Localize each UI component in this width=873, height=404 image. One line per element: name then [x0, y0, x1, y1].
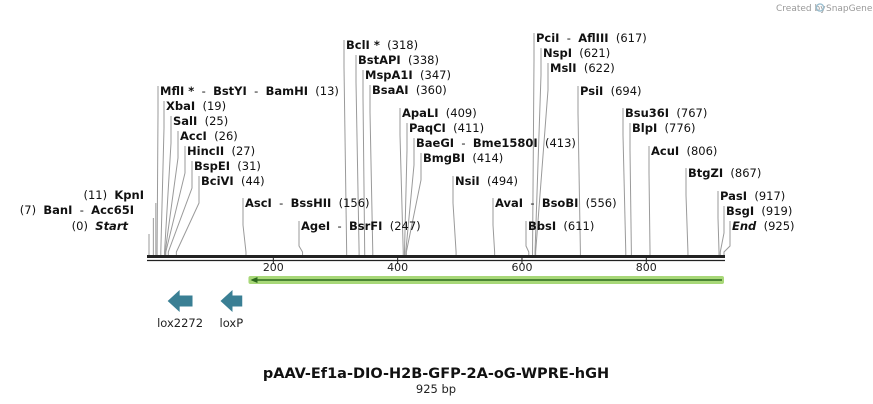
site-leader-baegi — [405, 138, 415, 255]
site-label-btgzi: BtgZI (867) — [688, 166, 761, 180]
site-leader-agei — [298, 221, 304, 255]
site-label-bcivi: BciVI (44) — [201, 174, 265, 188]
site-leader-pcii — [532, 33, 535, 255]
site-label-nsii: NsiI (494) — [455, 174, 518, 188]
site-leader-avai — [492, 198, 496, 255]
site-leader-sali — [164, 116, 172, 255]
site-label-bmgbi: BmgBI (414) — [423, 151, 503, 165]
site-label-avai: AvaI - BsoBI (556) — [495, 196, 617, 210]
site-leader-lines — [148, 33, 731, 255]
site-label-bsu36i: Bsu36I (767) — [625, 106, 707, 120]
site-leader-btgzi — [685, 168, 689, 255]
ruler-tick-label: 600 — [511, 261, 532, 274]
site-leader-bsaai — [369, 85, 374, 255]
site-leader-paqci — [403, 123, 408, 255]
site-label-psii: PsiI (694) — [580, 84, 642, 98]
site-label-bcli: BclI * (318) — [346, 38, 418, 52]
site-leader-bcivi — [175, 176, 200, 255]
site-label-agei: AgeI - BsrFI (247) — [301, 219, 421, 233]
site-leader-acci — [164, 131, 179, 255]
site-label-acui: AcuI (806) — [651, 144, 717, 158]
site-label-pcii: PciI - AflIII (617) — [536, 31, 647, 45]
site-label-blpi: BlpI (776) — [632, 121, 695, 135]
site-leader-bsgi — [719, 206, 725, 255]
site-leader-bcli — [343, 40, 348, 255]
restriction-site-labels: BclI * (318)BstAPI (338)MspA1I (347)BsaA… — [20, 31, 795, 233]
site-label-baegi: BaeGI - Bme1580I (413) — [416, 136, 576, 150]
ruler-tick-label: 200 — [263, 261, 284, 274]
site-label-hincii: HincII (27) — [187, 144, 255, 158]
site-label-end: End (925) — [732, 219, 795, 233]
site-leader-msli — [535, 63, 549, 255]
site-leader-blpi — [629, 123, 632, 255]
site-label-acci: AccI (26) — [180, 129, 238, 143]
ruler-tick-label: 400 — [387, 261, 408, 274]
site-leader-bspei — [167, 161, 193, 255]
site-label-bsaai: BsaAI (360) — [372, 83, 447, 97]
site-label-start: (0) Start — [72, 219, 129, 233]
feature-track: lox2272 loxP — [157, 276, 724, 330]
site-leader-nsii — [452, 176, 457, 255]
site-label-mspa1i: MspA1I (347) — [365, 68, 451, 82]
feature-bar-arrowhead — [250, 277, 258, 283]
ruler-tick-label: 800 — [636, 261, 657, 274]
feature-lox2272-arrow[interactable] — [167, 290, 193, 312]
site-label-nspi: NspI (621) — [543, 46, 610, 60]
snapgene-logo-icon — [815, 3, 825, 12]
site-label-pasi: PasI (917) — [720, 189, 785, 203]
site-leader-hincii — [165, 146, 186, 255]
site-label-paqci: PaqCI (411) — [409, 121, 484, 135]
site-leader-bstapi — [355, 55, 360, 255]
site-leader-bsu36i — [622, 108, 627, 255]
site-label-sali: SalI (25) — [173, 114, 228, 128]
site-leader-asci — [242, 198, 247, 255]
site-leader-mspa1i — [362, 70, 366, 255]
site-leader-nspi — [534, 48, 542, 255]
site-label-bbsi: BbsI (611) — [528, 219, 594, 233]
site-label-bani: (7) BanI - Acc65I — [20, 203, 134, 217]
site-label-bstapi: BstAPI (338) — [358, 53, 439, 67]
site-leader-bmgbi — [405, 153, 422, 255]
site-leader-apali — [399, 108, 404, 255]
site-label-bsgi: BsgI (919) — [726, 204, 792, 218]
site-leader-acui — [648, 146, 651, 255]
feature-loxp-arrow[interactable] — [220, 290, 243, 312]
credit-brand: SnapGene — [826, 4, 873, 14]
site-leader-pasi — [717, 191, 720, 255]
site-leader-psii — [577, 86, 581, 255]
site-label-apali: ApaLI (409) — [402, 106, 477, 120]
site-leader-end — [723, 221, 731, 255]
site-label-xbai: XbaI (19) — [166, 99, 226, 113]
snapgene-credit: Created by SnapGene — [776, 3, 873, 14]
plasmid-title: pAAV-Ef1a-DIO-H2B-GFP-2A-oG-WPRE-hGH — [263, 366, 609, 382]
feature-lox2272-label: lox2272 — [157, 316, 203, 330]
site-leader-bbsi — [525, 221, 530, 255]
site-label-kpni: (11) KpnI — [83, 188, 144, 202]
site-label-bspei: BspEI (31) — [194, 159, 261, 173]
site-label-asci: AscI - BssHII (156) — [245, 196, 370, 210]
sequence-backbone — [147, 255, 725, 262]
credit-prefix: Created by — [776, 4, 826, 14]
plasmid-length: 925 bp — [416, 382, 456, 396]
site-leader-xbai — [160, 101, 165, 255]
site-label-msli: MslI (622) — [550, 61, 615, 75]
feature-loxp-label: loxP — [220, 316, 244, 330]
site-leader-mfli — [156, 86, 159, 255]
ruler: 200 400 600 800 — [263, 258, 657, 274]
site-label-mfli: MflI * - BstYI - BamHI (13) — [160, 84, 339, 98]
